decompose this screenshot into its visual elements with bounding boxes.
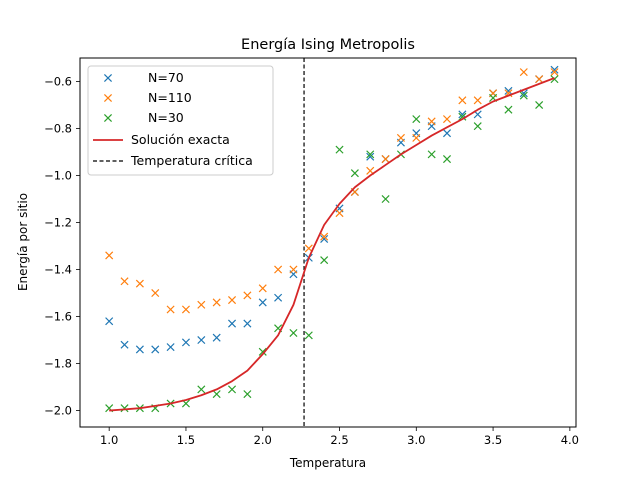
data-point [473,96,482,105]
data-point [412,133,421,142]
series-n-110 [105,68,559,314]
x-tick-label: 3.5 [484,433,502,447]
x-tick-label: 2.0 [254,433,272,447]
data-point [381,194,390,204]
data-point [212,298,221,307]
legend-label: N=110 [148,90,192,105]
data-point [105,317,114,326]
data-point [135,279,144,288]
legend-box [87,65,274,176]
chart-title: Energía Ising Metropolis [241,37,415,53]
data-point [442,155,452,164]
data-point [320,234,329,243]
legend-marker [103,73,113,83]
data-point [120,340,129,349]
y-tick-label: −1.8 [44,357,72,371]
data-point [289,328,298,338]
data-point [243,390,252,399]
data-point [320,232,329,241]
data-point [243,291,252,300]
data-point [197,300,206,309]
y-tick-label: −2.0 [44,404,72,418]
data-point [274,265,283,274]
data-point [258,347,267,356]
data-point [181,305,190,314]
y-tick-label: −1.0 [44,169,72,183]
data-point [335,145,344,154]
data-point [243,319,252,328]
data-point [519,91,528,100]
data-point [228,385,237,394]
data-point [212,333,221,342]
data-point [258,298,267,307]
data-point [228,296,237,305]
y-tick-label: −1.4 [44,263,72,277]
legend-label: N=30 [148,110,184,125]
data-point [304,331,313,340]
data-point [197,336,206,345]
data-point [135,345,144,354]
data-point [151,345,160,354]
data-point [504,86,513,95]
legend-label: Temperatura crítica [130,153,253,168]
y-tick-label: −1.2 [44,216,72,230]
axes-frame [79,57,577,428]
data-point [381,155,390,164]
y-tick-label: −0.8 [44,122,72,136]
x-tick-label: 3.0 [407,433,425,447]
legend-marker [103,93,113,103]
data-point [166,343,175,352]
y-tick-label: −1.6 [44,310,72,324]
data-point [166,305,175,314]
data-point [412,115,421,124]
data-point [458,112,467,121]
x-tick-label: 4.0 [561,433,579,447]
legend: N=70 N=110 N=30 Solución exacta Temperatura … [87,65,274,176]
data-point [120,277,129,286]
plot-area: 1.0 1.5 2.0 2.5 3.0 3.5 4.0 −2.0 −1.8 −1.6 −1.4 −1.… [44,57,579,447]
legend-label: N=70 [148,70,184,85]
data-point [320,256,329,265]
data-point [442,129,452,138]
x-axis-label: Temperatura [289,456,366,470]
data-point [473,122,482,131]
y-axis-label: Energía por sitio [16,193,30,291]
x-tick-label: 1.0 [100,433,118,447]
data-point [197,385,206,394]
data-point [550,65,559,74]
data-point [427,117,436,126]
data-point [350,169,359,178]
plot-content [105,58,559,427]
x-tick-label: 1.5 [177,433,195,447]
data-point [335,209,344,218]
data-point [181,338,190,347]
data-point [427,150,436,159]
data-point [504,105,513,114]
data-point [366,150,375,159]
x-tick-label: 2.5 [330,433,348,447]
data-point [105,251,114,260]
data-point [258,284,267,293]
data-point [535,75,544,84]
data-point [396,133,405,142]
legend-label: Solución exacta [131,132,230,147]
data-point [535,100,544,110]
legend-marker [103,113,113,123]
data-point [442,115,452,124]
data-point [458,96,467,105]
y-tick-label: −0.6 [44,75,72,89]
data-point [550,68,559,77]
data-point [228,319,237,328]
data-point [366,152,375,161]
data-point [289,265,298,274]
data-point [519,68,528,77]
data-point [550,75,559,84]
data-point [274,293,283,302]
data-point [120,404,129,413]
data-point [151,289,160,298]
data-point [212,390,221,399]
exact-solution-line [109,77,555,412]
